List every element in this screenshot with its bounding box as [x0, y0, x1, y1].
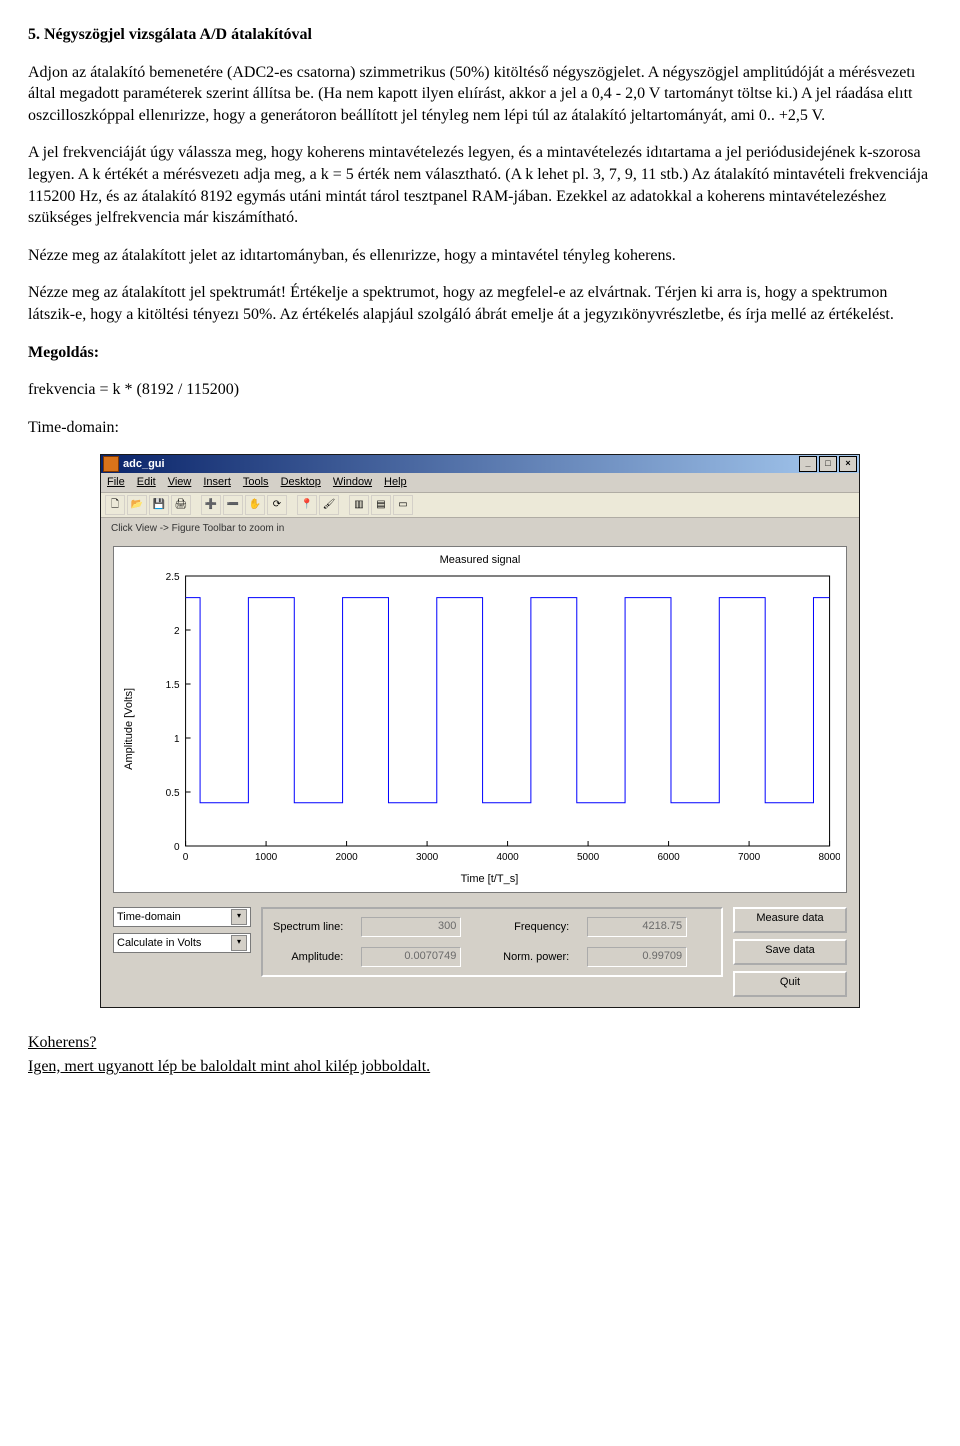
- plot-frame: Measured signal Amplitude [Volts] 0 1000 2…: [113, 546, 847, 894]
- paragraph-4: Nézze meg az átalakított jel spektrumát!…: [28, 282, 932, 325]
- chevron-down-icon: ▾: [231, 909, 247, 925]
- svg-text:8000: 8000: [818, 852, 840, 863]
- paragraph-2: A jel frekvenciáját úgy válassza meg, ho…: [28, 142, 932, 228]
- app-window: adc_gui _ □ × File Edit View Insert Tool…: [100, 454, 860, 1008]
- measure-data-button[interactable]: Measure data: [733, 907, 847, 933]
- amplitude-value: 0.0070749: [361, 947, 461, 967]
- insert-axes-icon[interactable]: ▭: [393, 495, 413, 515]
- window-title: adc_gui: [123, 457, 165, 472]
- menu-tools[interactable]: Tools: [243, 475, 269, 490]
- svg-text:2000: 2000: [335, 852, 358, 863]
- menu-insert[interactable]: Insert: [203, 475, 231, 490]
- svg-text:2: 2: [174, 626, 180, 637]
- svg-text:2.5: 2.5: [166, 572, 180, 583]
- time-domain-label: Time-domain:: [28, 417, 932, 439]
- menu-desktop[interactable]: Desktop: [281, 475, 321, 490]
- plot-ylabel: Amplitude [Volts]: [120, 570, 139, 887]
- norm-power-value: 0.99709: [587, 947, 687, 967]
- amplitude-label: Amplitude:: [273, 950, 343, 965]
- section-heading: 5. Négyszögjel vizsgálata A/D átalakítóv…: [28, 24, 932, 46]
- plot-xlabel: Time [t/T_s]: [139, 870, 840, 887]
- svg-text:0.5: 0.5: [166, 788, 180, 799]
- formula: frekvencia = k * (8192 / 115200): [28, 379, 932, 401]
- svg-text:5000: 5000: [577, 852, 600, 863]
- open-icon[interactable]: 📂: [127, 495, 147, 515]
- spectrum-line-label: Spectrum line:: [273, 920, 343, 935]
- svg-text:0: 0: [174, 842, 180, 853]
- menubar: File Edit View Insert Tools Desktop Wind…: [101, 473, 859, 493]
- svg-text:6000: 6000: [657, 852, 680, 863]
- print-icon[interactable]: 🖨: [171, 495, 191, 515]
- spectrum-line-value: 300: [361, 917, 461, 937]
- brush-icon[interactable]: 🖌: [319, 495, 339, 515]
- megoldas-label: Megoldás:: [28, 342, 932, 364]
- minimize-button[interactable]: _: [799, 456, 817, 472]
- svg-text:1: 1: [174, 734, 180, 745]
- koherens-answer: Igen, mert ugyanott lép be baloldalt min…: [28, 1056, 932, 1078]
- controls-panel: Time-domain ▾ Calculate in Volts ▾ Spect…: [101, 901, 859, 1007]
- zoom-in-icon[interactable]: ➕: [201, 495, 221, 515]
- readout-panel: Spectrum line: 300 Frequency: 4218.75 Am…: [261, 907, 723, 977]
- dropdown-view-mode-value: Time-domain: [117, 910, 181, 925]
- svg-text:0: 0: [183, 852, 189, 863]
- hint-text: Click View -> Figure Toolbar to zoom in: [101, 518, 859, 540]
- data-cursor-icon[interactable]: 📍: [297, 495, 317, 515]
- quit-button[interactable]: Quit: [733, 971, 847, 997]
- toolbar: 🗋 📂 💾 🖨 ➕ ➖ ✋ ⟳ 📍 🖌 ▥ ▤ ▭: [101, 493, 859, 518]
- zoom-out-icon[interactable]: ➖: [223, 495, 243, 515]
- norm-power-label: Norm. power:: [503, 950, 569, 965]
- svg-text:4000: 4000: [496, 852, 519, 863]
- chevron-down-icon: ▾: [231, 935, 247, 951]
- frequency-label: Frequency:: [503, 920, 569, 935]
- app-icon: [103, 456, 119, 472]
- plot-title: Measured signal: [120, 553, 840, 568]
- menu-file[interactable]: File: [107, 475, 125, 490]
- dropdown-units-value: Calculate in Volts: [117, 936, 201, 951]
- menu-edit[interactable]: Edit: [137, 475, 156, 490]
- maximize-button[interactable]: □: [819, 456, 837, 472]
- svg-text:3000: 3000: [416, 852, 439, 863]
- svg-text:1000: 1000: [255, 852, 278, 863]
- koherens-question: Koherens?: [28, 1032, 932, 1054]
- dropdown-view-mode[interactable]: Time-domain ▾: [113, 907, 251, 927]
- pan-icon[interactable]: ✋: [245, 495, 265, 515]
- colorbar-icon[interactable]: ▥: [349, 495, 369, 515]
- dropdown-units[interactable]: Calculate in Volts ▾: [113, 933, 251, 953]
- frequency-value: 4218.75: [587, 917, 687, 937]
- titlebar: adc_gui _ □ ×: [101, 455, 859, 473]
- save-data-button[interactable]: Save data: [733, 939, 847, 965]
- paragraph-3: Nézze meg az átalakított jelet az idıtar…: [28, 245, 932, 267]
- menu-view[interactable]: View: [168, 475, 192, 490]
- paragraph-1: Adjon az átalakító bemenetére (ADC2-es c…: [28, 62, 932, 127]
- svg-text:1.5: 1.5: [166, 680, 180, 691]
- save-icon[interactable]: 💾: [149, 495, 169, 515]
- plot-area[interactable]: 0 1000 2000 3000 4000 5000 6000 7000 8000 0 0.5 1 1.…: [139, 570, 840, 870]
- svg-text:7000: 7000: [738, 852, 761, 863]
- close-button[interactable]: ×: [839, 456, 857, 472]
- new-icon[interactable]: 🗋: [105, 495, 125, 515]
- menu-help[interactable]: Help: [384, 475, 407, 490]
- rotate-icon[interactable]: ⟳: [267, 495, 287, 515]
- menu-window[interactable]: Window: [333, 475, 372, 490]
- legend-icon[interactable]: ▤: [371, 495, 391, 515]
